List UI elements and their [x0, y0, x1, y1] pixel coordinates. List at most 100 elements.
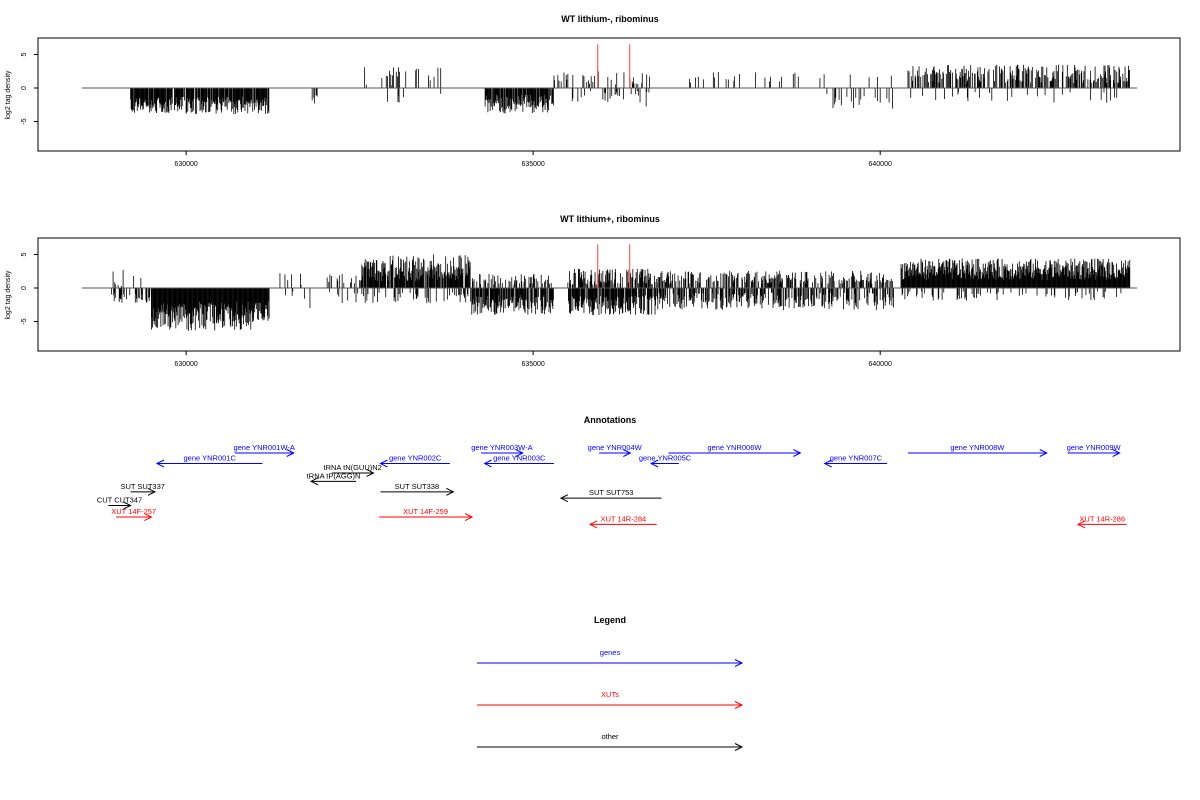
annotation-feature: SUT SUT753	[559, 488, 662, 503]
track-panel-lithium-minus: WT lithium-, ribominus log2 tag density …	[5, 14, 1181, 168]
annotation-feature: tRNA tN(GUU)N2	[324, 463, 382, 477]
x-tick-label: 640000	[869, 361, 892, 368]
plot-frame	[37, 37, 1181, 152]
y-tick-label: 5	[21, 252, 28, 256]
feature-label: XUT 14R-284	[601, 514, 647, 523]
feature-label: gene YNR009W	[1067, 443, 1122, 452]
feature-arrow-head	[1076, 520, 1086, 529]
annotation-feature: gene YNR001W-A	[233, 443, 295, 457]
legend-title: Legend	[594, 615, 626, 625]
legend: Legend genes XUTs other	[477, 615, 744, 751]
legend-label: other	[601, 732, 619, 741]
feature-label: gene YNR001C	[184, 454, 237, 463]
legend-entries: genes XUTs other	[477, 648, 744, 751]
annotation-feature: XUT 14R-284	[588, 514, 657, 529]
feature-label: gene YNR006W	[707, 443, 762, 452]
annotations-title: Annotations	[584, 415, 637, 425]
feature-label: SUT SUT753	[589, 488, 633, 497]
annotation-features: gene YNR001W-A gene YNR001C gene YNR002C ge…	[97, 443, 1127, 529]
x-tick-label: 635000	[521, 361, 544, 368]
annotation-feature: SUT SUT338	[380, 482, 455, 496]
feature-arrow-head	[515, 449, 524, 457]
feature-arrow-head	[464, 513, 474, 521]
feature-arrow-head	[123, 501, 132, 510]
x-tick-label: 640000	[869, 161, 892, 168]
annotation-feature: gene YNR007C	[823, 454, 888, 468]
legend-entry: genes	[477, 648, 744, 667]
x-axis: 630000 635000 640000	[174, 351, 892, 368]
bars-layer	[111, 254, 1131, 331]
feature-arrow-head	[446, 487, 455, 496]
feature-arrow-head	[650, 459, 659, 468]
annotation-feature: gene YNR003W-A	[471, 443, 533, 457]
feature-arrow-head	[734, 701, 744, 709]
legend-label: XUTs	[601, 690, 619, 699]
feature-label: CUT CUT347	[97, 496, 142, 505]
feature-arrow-head	[483, 459, 492, 468]
feature-label: XUT 14R-286	[1079, 514, 1125, 523]
feature-label: SUT SUT337	[120, 482, 164, 491]
annotation-feature: XUT 14R-286	[1076, 514, 1127, 529]
feature-label: tRNA tP(AGG)N	[307, 471, 361, 480]
feature-label: XUT 14F-259	[403, 507, 448, 516]
annotation-feature: gene YNR003C	[483, 454, 554, 468]
annotation-feature: XUT 14F-259	[379, 507, 474, 521]
feature-arrow-head	[366, 469, 375, 477]
annotation-feature: SUT SUT337	[120, 482, 165, 496]
y-tick-label: -5	[21, 318, 28, 324]
y-axis: -5 0 5	[21, 252, 38, 325]
x-tick-label: 630000	[174, 361, 197, 368]
panel-title: WT lithium+, ribominus	[560, 214, 660, 224]
feature-arrow-head	[286, 449, 295, 457]
annotation-feature: gene YNR005C	[639, 454, 692, 468]
track-panel-lithium-plus: WT lithium+, ribominus log2 tag density …	[5, 214, 1181, 368]
feature-arrow-head	[734, 659, 744, 667]
panel-title: WT lithium-, ribominus	[561, 14, 659, 24]
y-axis-label: log2 tag density	[5, 70, 12, 120]
annotation-feature: CUT CUT347	[97, 496, 142, 510]
annotation-feature: gene YNR004W	[588, 443, 643, 457]
feature-label: XUT 14F-257	[111, 507, 156, 516]
annotation-feature: XUT 14F-257	[111, 507, 156, 521]
feature-label: gene YNR007C	[830, 454, 883, 463]
annotation-feature: gene YNR006W	[668, 443, 802, 457]
y-tick-label: 0	[21, 86, 28, 90]
feature-arrow-head	[823, 459, 832, 468]
annotation-feature: gene YNR002C	[379, 454, 450, 468]
annotation-feature: tRNA tP(AGG)N	[307, 471, 361, 486]
feature-arrow-head	[623, 449, 632, 457]
feature-label: gene YNR003C	[493, 454, 546, 463]
y-tick-label: 0	[21, 286, 28, 290]
feature-label: gene YNR004W	[588, 443, 643, 452]
feature-label: SUT SUT338	[395, 482, 439, 491]
bars-layer	[130, 64, 1130, 115]
feature-arrow-head	[147, 487, 156, 496]
feature-arrow-head	[1112, 449, 1121, 457]
plot-frame	[37, 237, 1181, 352]
highlight-layer	[597, 44, 631, 88]
x-tick-label: 630000	[174, 161, 197, 168]
feature-arrow-head	[793, 449, 802, 457]
feature-label: gene YNR008W	[950, 443, 1005, 452]
highlight-layer	[597, 244, 631, 288]
feature-label: gene YNR001W-A	[233, 443, 294, 452]
annotation-feature: gene YNR001C	[155, 454, 263, 468]
feature-arrow-head	[155, 459, 165, 468]
legend-label: genes	[600, 648, 621, 657]
feature-label: gene YNR003W-A	[471, 443, 532, 452]
x-tick-label: 635000	[521, 161, 544, 168]
feature-arrow-head	[309, 477, 319, 486]
y-axis-label: log2 tag density	[5, 270, 12, 320]
feature-label: gene YNR005C	[639, 454, 692, 463]
y-tick-label: 5	[21, 52, 28, 56]
x-axis: 630000 635000 640000	[174, 151, 892, 168]
feature-arrow-head	[734, 743, 744, 751]
annotation-feature: gene YNR009W	[1067, 443, 1122, 457]
feature-arrow-head	[559, 494, 569, 503]
legend-entry: XUTs	[477, 690, 744, 709]
feature-label: tRNA tN(GUU)N2	[324, 463, 382, 472]
feature-arrow-head	[144, 513, 153, 521]
feature-arrow-head	[588, 520, 598, 529]
